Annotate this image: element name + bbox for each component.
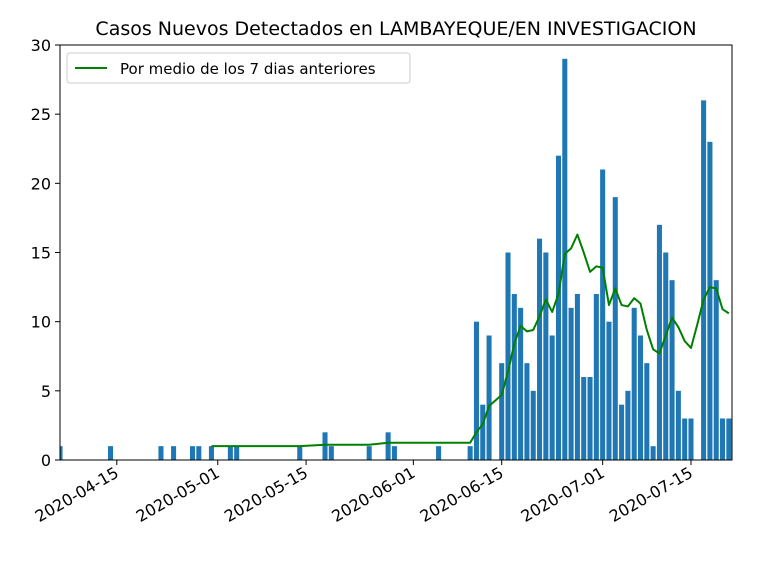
- y-tick-label: 25: [31, 105, 51, 124]
- bar: [480, 404, 486, 460]
- bar: [297, 446, 303, 460]
- y-tick-label: 30: [31, 36, 51, 55]
- bar: [701, 100, 707, 460]
- bar: [537, 238, 543, 460]
- bar: [196, 446, 202, 460]
- y-tick-label: 10: [31, 313, 51, 332]
- bar: [189, 446, 196, 460]
- bar: [60, 446, 63, 460]
- bar: [391, 446, 397, 460]
- bar: [436, 446, 442, 460]
- bar: [587, 377, 593, 460]
- bar: [688, 418, 694, 460]
- bar: [612, 197, 618, 460]
- y-tick-label: 0: [41, 451, 51, 470]
- bar: [467, 446, 473, 460]
- bar: [322, 432, 328, 460]
- bar: [486, 335, 492, 460]
- bar: [619, 404, 625, 460]
- bar: [726, 418, 732, 460]
- bar: [650, 446, 656, 460]
- y-tick-label: 5: [41, 382, 51, 401]
- legend-box: [66, 52, 411, 84]
- bar: [208, 446, 214, 460]
- bar: [555, 155, 562, 460]
- bar: [234, 446, 240, 460]
- bar: [518, 307, 524, 460]
- bar: [574, 294, 580, 460]
- bar: [644, 363, 650, 460]
- bar: [682, 418, 688, 460]
- bar: [568, 307, 574, 460]
- moving-average-line: [211, 233, 730, 448]
- y-axis: 0 5 10 15 20 25 30: [31, 36, 60, 470]
- bar: [606, 321, 612, 460]
- bar: [328, 446, 334, 460]
- bar: [473, 321, 479, 460]
- y-tick-label: 15: [31, 244, 51, 263]
- bar: [385, 432, 391, 460]
- bar: [366, 446, 372, 460]
- bar: [720, 418, 726, 460]
- bar: [593, 294, 599, 460]
- bars-group: [60, 58, 732, 461]
- bar: [581, 377, 587, 460]
- bar: [669, 280, 675, 460]
- chart-title: Casos Nuevos Detectados en LAMBAYEQUE/EN…: [95, 18, 696, 40]
- bar: [663, 252, 669, 460]
- bar: [707, 141, 713, 461]
- bar: [505, 252, 511, 460]
- bar: [511, 294, 517, 460]
- bar: [600, 169, 606, 460]
- legend-label: Por medio de los 7 dias anteriores: [120, 60, 376, 78]
- bar: [713, 280, 719, 460]
- bar: [499, 363, 505, 460]
- bar: [227, 446, 233, 460]
- bar: [524, 363, 530, 460]
- bar: [171, 446, 177, 460]
- bar: [675, 390, 681, 460]
- bar: [549, 335, 555, 460]
- bar: [656, 224, 662, 460]
- legend: Por medio de los 7 dias anteriores: [66, 52, 411, 84]
- bar: [637, 335, 644, 460]
- bar: [107, 446, 114, 460]
- bar: [631, 307, 637, 460]
- bar: [158, 446, 164, 460]
- moving-average-layer: [211, 233, 730, 448]
- bar: [625, 390, 631, 460]
- bar: [543, 252, 549, 460]
- y-tick-label: 20: [31, 174, 51, 193]
- bar: [530, 390, 536, 460]
